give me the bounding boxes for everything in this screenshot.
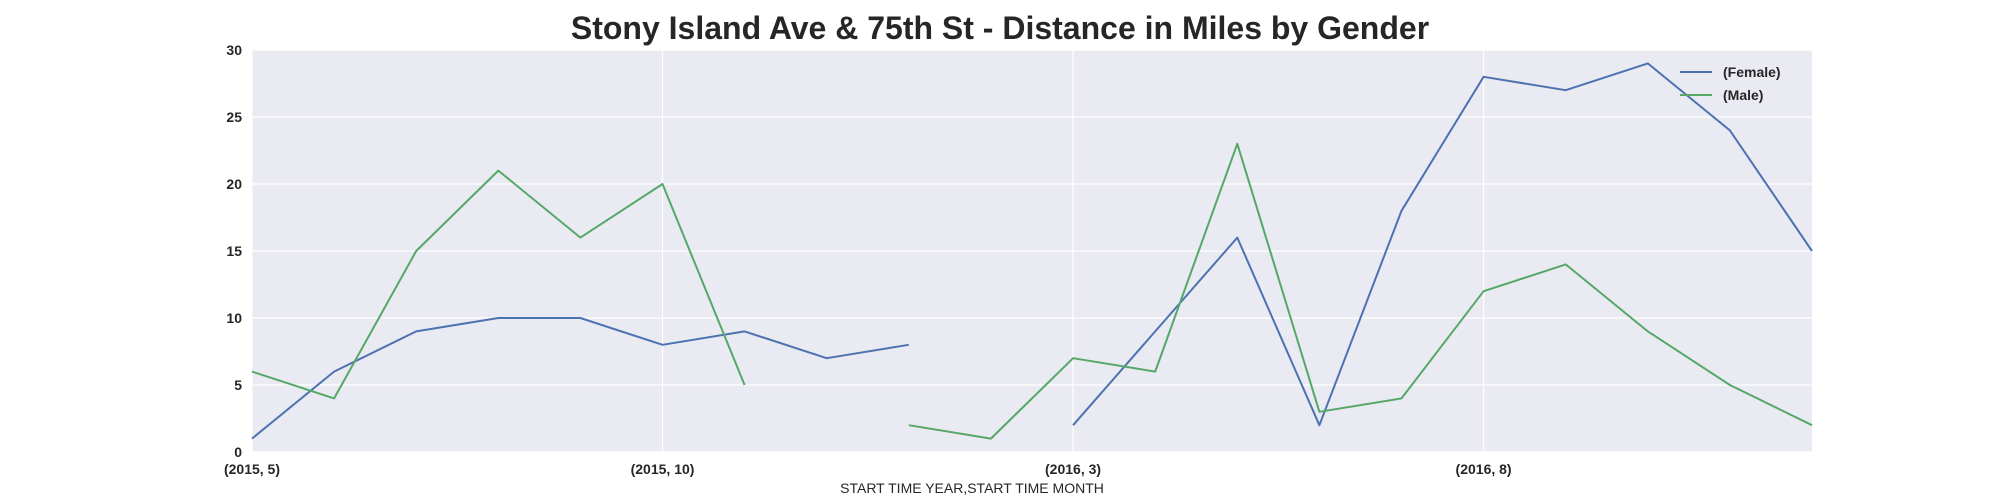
data-point-female [1153, 329, 1158, 334]
data-point-male [906, 423, 911, 428]
data-point-female [1481, 74, 1486, 79]
data-point-female [1399, 208, 1404, 213]
legend-label-female: (Female) [1723, 64, 1781, 80]
data-point-male [988, 436, 993, 441]
data-point-female [1071, 423, 1076, 428]
series-line-female [251, 317, 909, 440]
series-line-male [251, 169, 746, 400]
x-tick-label: (2016, 3) [1045, 461, 1101, 477]
data-point-female [1645, 61, 1650, 66]
data-point-female [906, 342, 911, 347]
data-point-male [1727, 383, 1732, 388]
legend-label-male: (Male) [1723, 87, 1763, 103]
data-point-female [824, 356, 829, 361]
data-point-female [1317, 423, 1322, 428]
series-line-male [908, 142, 1813, 440]
y-tick-label: 30 [226, 42, 242, 58]
data-point-female [1235, 235, 1240, 240]
data-point-female [1727, 128, 1732, 133]
data-point-female [332, 369, 337, 374]
data-point-female [496, 316, 501, 321]
data-point-male [1235, 141, 1240, 146]
data-point-female [1810, 249, 1815, 254]
x-axis-label: START TIME YEAR,START TIME MONTH [840, 480, 1104, 496]
y-tick-label: 20 [226, 176, 242, 192]
data-point-female [1563, 88, 1568, 93]
data-point-male [1153, 369, 1158, 374]
series-line-female [1072, 62, 1813, 427]
data-point-male [250, 369, 255, 374]
data-point-female [742, 329, 747, 334]
data-point-male [1810, 423, 1815, 428]
chart-title: Stony Island Ave & 75th St - Distance in… [570, 10, 1430, 46]
y-tick-label: 5 [234, 377, 242, 393]
x-tick-label: (2016, 8) [1456, 461, 1512, 477]
data-point-male [742, 383, 747, 388]
data-point-male [660, 182, 665, 187]
y-tick-label: 10 [226, 310, 242, 326]
data-point-male [578, 235, 583, 240]
data-point-male [1645, 329, 1650, 334]
x-tick-label: (2015, 5) [224, 461, 280, 477]
data-point-female [250, 436, 255, 441]
y-tick-label: 15 [226, 243, 242, 259]
y-tick-label: 25 [226, 109, 242, 125]
data-point-female [578, 316, 583, 321]
data-point-male [1399, 396, 1404, 401]
data-point-male [496, 168, 501, 173]
data-point-female [414, 329, 419, 334]
data-point-male [332, 396, 337, 401]
data-point-male [1317, 409, 1322, 414]
data-point-male [1071, 356, 1076, 361]
y-tick-label: 0 [234, 444, 242, 460]
data-point-male [1563, 262, 1568, 267]
x-tick-label: (2015, 10) [631, 461, 695, 477]
data-point-female [660, 342, 665, 347]
data-point-male [1481, 289, 1486, 294]
data-point-male [414, 249, 419, 254]
